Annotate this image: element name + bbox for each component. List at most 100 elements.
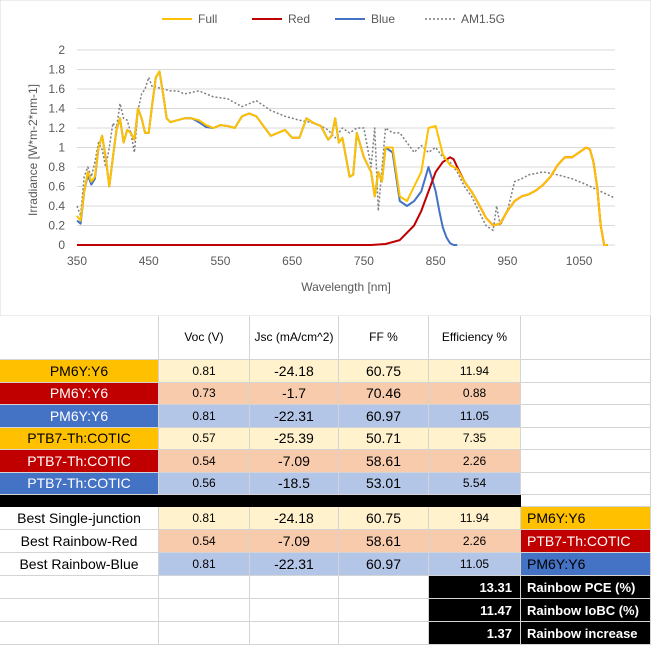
voc-value[interactable]: 0.81 [159, 360, 250, 383]
jsc-value[interactable]: -7.09 [250, 530, 339, 553]
voc-value[interactable]: 0.81 [159, 405, 250, 428]
jsc-value[interactable]: -22.31 [250, 553, 339, 576]
empty-cell[interactable] [521, 495, 651, 507]
voc-value[interactable]: 0.81 [159, 507, 250, 530]
x-tick-label: 950 [497, 254, 517, 268]
summary-label[interactable]: Rainbow increase [521, 622, 651, 645]
device-label[interactable]: PM6Y:Y6 [0, 360, 159, 383]
device-label[interactable]: PM6Y:Y6 [0, 382, 159, 405]
efficiency-value[interactable]: 11.94 [429, 507, 521, 530]
jsc-value[interactable]: -7.09 [250, 450, 339, 473]
ff-value[interactable]: 70.46 [339, 382, 429, 405]
x-axis-label: Wavelength [nm] [301, 280, 391, 294]
empty-cell[interactable] [339, 599, 429, 622]
x-tick-label: 850 [426, 254, 446, 268]
header-efficiency[interactable]: Efficiency % [429, 316, 521, 360]
voc-value[interactable]: 0.54 [159, 530, 250, 553]
efficiency-value[interactable]: 2.26 [429, 450, 521, 473]
ff-value[interactable]: 50.71 [339, 427, 429, 450]
summary-value[interactable]: 11.47 [429, 599, 521, 622]
efficiency-value[interactable]: 11.94 [429, 360, 521, 383]
best-material[interactable]: PTB7-Th:COTIC [521, 530, 651, 553]
efficiency-value[interactable]: 5.54 [429, 472, 521, 495]
efficiency-value[interactable]: 7.35 [429, 427, 521, 450]
best-material[interactable]: PM6Y:Y6 [521, 553, 651, 576]
legend-label: Blue [371, 12, 395, 26]
best-material[interactable]: PM6Y:Y6 [521, 507, 651, 530]
empty-cell[interactable] [250, 599, 339, 622]
empty-cell[interactable] [521, 472, 651, 495]
efficiency-value[interactable]: 11.05 [429, 405, 521, 428]
chart-axes: 0 0.2 0.4 0.6 0.8 1 1.2 1.4 1.6 1.8 2 350 450 550 650 7… [48, 43, 592, 268]
best-row-label[interactable]: Best Rainbow-Red [0, 530, 159, 553]
device-label[interactable]: PM6Y:Y6 [0, 405, 159, 428]
empty-cell[interactable] [521, 450, 651, 473]
device-label[interactable]: PTB7-Th:COTIC [0, 450, 159, 473]
empty-cell[interactable] [521, 427, 651, 450]
legend-label: AM1.5G [461, 12, 505, 26]
y-tick-label: 2 [58, 43, 65, 57]
empty-cell[interactable] [159, 622, 250, 645]
voc-value[interactable]: 0.54 [159, 450, 250, 473]
header-empty-cell[interactable] [0, 316, 159, 360]
y-tick-label: 1.2 [48, 121, 65, 135]
empty-cell[interactable] [521, 360, 651, 383]
empty-cell[interactable] [339, 622, 429, 645]
ff-value[interactable]: 60.97 [339, 405, 429, 428]
efficiency-value[interactable]: 0.88 [429, 382, 521, 405]
efficiency-value[interactable]: 2.26 [429, 530, 521, 553]
empty-cell[interactable] [0, 622, 159, 645]
summary-label[interactable]: Rainbow PCE (%) [521, 576, 651, 599]
summary-value[interactable]: 13.31 [429, 576, 521, 599]
best-row-label[interactable]: Best Rainbow-Blue [0, 553, 159, 576]
voc-value[interactable]: 0.81 [159, 553, 250, 576]
header-voc[interactable]: Voc (V) [159, 316, 250, 360]
jsc-value[interactable]: -22.31 [250, 405, 339, 428]
x-tick-label: 350 [67, 254, 87, 268]
y-tick-label: 1.8 [48, 63, 65, 77]
empty-cell[interactable] [250, 576, 339, 599]
jsc-value[interactable]: -24.18 [250, 507, 339, 530]
empty-cell[interactable] [521, 382, 651, 405]
best-row-label[interactable]: Best Single-junction [0, 507, 159, 530]
jsc-value[interactable]: -24.18 [250, 360, 339, 383]
ff-value[interactable]: 53.01 [339, 472, 429, 495]
ff-value[interactable]: 58.61 [339, 450, 429, 473]
device-label[interactable]: PTB7-Th:COTIC [0, 427, 159, 450]
voc-value[interactable]: 0.56 [159, 472, 250, 495]
summary-label[interactable]: Rainbow IoBC (%) [521, 599, 651, 622]
empty-cell[interactable] [339, 576, 429, 599]
empty-cell[interactable] [159, 576, 250, 599]
voc-value[interactable]: 0.57 [159, 427, 250, 450]
irradiance-chart: 0 0.2 0.4 0.6 0.8 1 1.2 1.4 1.6 1.8 2 350 450 550 650 7… [0, 0, 651, 316]
x-tick-label: 450 [139, 254, 159, 268]
x-tick-label: 650 [282, 254, 302, 268]
chart-series [76, 70, 616, 246]
jsc-value[interactable]: -25.39 [250, 427, 339, 450]
empty-cell[interactable] [159, 599, 250, 622]
header-ff[interactable]: FF % [339, 316, 429, 360]
y-tick-label: 1.4 [48, 102, 65, 116]
ff-value[interactable]: 60.75 [339, 360, 429, 383]
jsc-value[interactable]: -18.5 [250, 472, 339, 495]
chart-gridlines [77, 49, 615, 246]
header-jsc[interactable]: Jsc (mA/cm^2) [250, 316, 339, 360]
legend-label: Full [198, 12, 217, 26]
y-tick-label: 0.2 [48, 219, 65, 233]
voc-value[interactable]: 0.73 [159, 382, 250, 405]
empty-cell[interactable] [521, 405, 651, 428]
ff-value[interactable]: 60.75 [339, 507, 429, 530]
empty-cell[interactable] [521, 316, 651, 360]
summary-value[interactable]: 1.37 [429, 622, 521, 645]
ff-value[interactable]: 60.97 [339, 553, 429, 576]
y-tick-label: 0.4 [48, 199, 65, 213]
jsc-value[interactable]: -1.7 [250, 382, 339, 405]
results-table: Voc (V) Jsc (mA/cm^2) FF % Efficiency % PM6Y… [0, 316, 651, 646]
legend-label: Red [288, 12, 310, 26]
device-label[interactable]: PTB7-Th:COTIC [0, 472, 159, 495]
empty-cell[interactable] [0, 576, 159, 599]
empty-cell[interactable] [0, 599, 159, 622]
ff-value[interactable]: 58.61 [339, 530, 429, 553]
efficiency-value[interactable]: 11.05 [429, 553, 521, 576]
empty-cell[interactable] [250, 622, 339, 645]
